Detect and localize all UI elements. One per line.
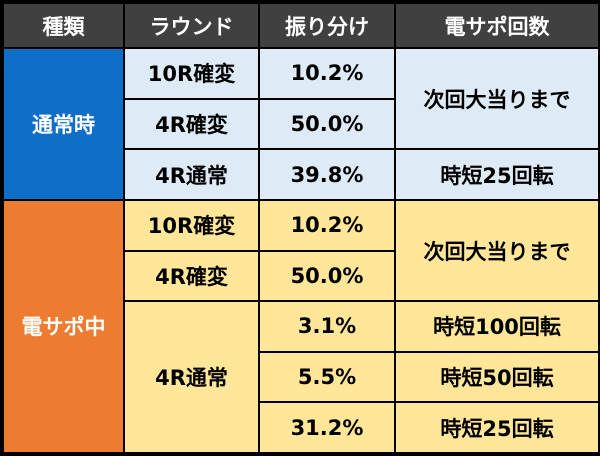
header-share: 振り分け [258,2,396,49]
table-row: 4R確変 50.0% [3,249,599,303]
support-cell: 時短25回転 [394,148,600,201]
table-row: 通常時 10R確変 10.2% 次回大当りまで [2,46,600,201]
share-cell: 10.2% [258,47,396,100]
header-type: 種類 [2,2,125,49]
round-cell: 4R確変 [123,249,260,303]
header-round: ラウンド [123,2,260,49]
support-cell: 時短25回転 [394,401,600,454]
round-cell: 4R通常 [123,148,260,201]
support-cell: 時短50回転 [394,350,600,404]
round-cell: 4R確変 [123,97,260,151]
share-cell: 31.2% [258,401,396,454]
share-cell: 50.0% [258,249,396,303]
support-cell: 次回大当りまで [394,46,600,151]
table-row: 31.2% 時短25回転 [3,401,600,454]
share-cell: 10.2% [258,198,396,252]
support-cell: 次回大当りまで [394,198,600,303]
mode-label-normal: 通常時 [2,47,125,201]
share-cell: 50.0% [258,97,396,151]
round-cell: 10R確変 [123,198,260,252]
round-cell: 4R通常 [123,300,260,454]
share-cell: 5.5% [258,350,396,404]
round-cell: 10R確変 [123,47,260,100]
table-row: 4R通常 3.1% 時短100回転 [3,300,600,454]
support-cell: 時短100回転 [394,300,600,353]
support-mode-section: 電サポ中 10R確変 10.2% 次回大当りまで 4R確変 50.0% 4R通常… [2,198,600,455]
table-row: 4R通常 39.8% 時短25回転 [3,148,600,201]
normal-mode-section: 通常時 10R確変 10.2% 次回大当りまで 4R確変 50.0% 4R通常 … [2,46,600,201]
table-row: 5.5% 時短50回転 [3,350,600,404]
table-row: 電サポ中 10R確変 10.2% 次回大当りまで [2,198,600,455]
header-support-count: 電サポ回数 [394,2,600,49]
share-cell: 3.1% [258,300,396,353]
share-cell: 39.8% [258,148,396,201]
mode-label-support: 電サポ中 [2,198,125,455]
table-row: 4R確変 50.0% [3,97,599,151]
header-row: 種類 ラウンド 振り分け 電サポ回数 [2,2,600,49]
